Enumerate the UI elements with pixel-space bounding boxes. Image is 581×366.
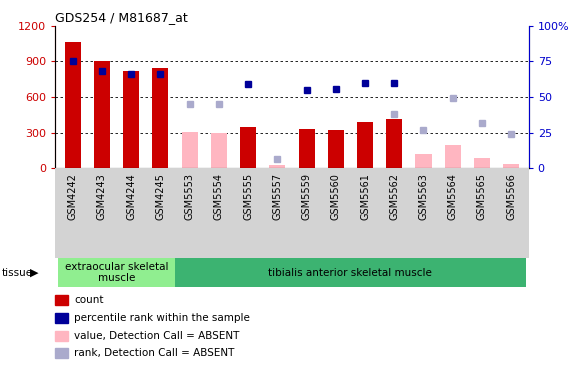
Bar	[55, 348, 67, 358]
Text: GSM4245: GSM4245	[156, 173, 166, 220]
Text: tibialis anterior skeletal muscle: tibialis anterior skeletal muscle	[268, 268, 432, 278]
Bar	[270, 165, 285, 168]
Text: GSM5562: GSM5562	[389, 173, 399, 220]
Text: GSM4242: GSM4242	[68, 173, 78, 220]
Text: GSM4243: GSM4243	[97, 173, 107, 220]
Bar	[474, 158, 490, 168]
Text: GSM5557: GSM5557	[272, 173, 282, 220]
Text: tissue: tissue	[2, 268, 33, 278]
Bar	[357, 122, 373, 168]
Text: GSM5555: GSM5555	[243, 173, 253, 220]
Bar	[503, 164, 519, 168]
Bar	[58, 258, 175, 287]
Text: GSM4244: GSM4244	[126, 173, 136, 220]
Text: GSM5560: GSM5560	[331, 173, 341, 220]
Bar	[211, 133, 227, 168]
Text: ▶: ▶	[30, 268, 39, 278]
Text: GSM5566: GSM5566	[506, 173, 516, 220]
Text: GSM5561: GSM5561	[360, 173, 370, 220]
Text: value, Detection Call = ABSENT: value, Detection Call = ABSENT	[74, 330, 239, 341]
Text: GSM5553: GSM5553	[185, 173, 195, 220]
Text: percentile rank within the sample: percentile rank within the sample	[74, 313, 250, 323]
Bar	[55, 313, 67, 323]
Bar	[444, 145, 461, 168]
Text: GDS254 / M81687_at: GDS254 / M81687_at	[55, 11, 188, 25]
Bar	[123, 71, 139, 168]
Bar	[386, 119, 402, 168]
Text: GSM5565: GSM5565	[477, 173, 487, 220]
Bar	[328, 130, 344, 168]
Bar	[152, 68, 168, 168]
Text: count: count	[74, 295, 103, 305]
Bar	[415, 154, 432, 168]
Text: GSM5564: GSM5564	[448, 173, 458, 220]
Bar	[55, 330, 67, 341]
Text: GSM5559: GSM5559	[302, 173, 311, 220]
Bar	[175, 258, 526, 287]
Bar	[240, 127, 256, 168]
Bar	[299, 129, 314, 168]
Text: extraocular skeletal
muscle: extraocular skeletal muscle	[65, 262, 168, 284]
Text: rank, Detection Call = ABSENT: rank, Detection Call = ABSENT	[74, 348, 234, 358]
Bar	[94, 61, 110, 168]
Bar	[182, 132, 198, 168]
Bar	[64, 42, 81, 168]
Text: GSM5563: GSM5563	[418, 173, 428, 220]
Text: GSM5554: GSM5554	[214, 173, 224, 220]
Bar	[55, 295, 67, 305]
